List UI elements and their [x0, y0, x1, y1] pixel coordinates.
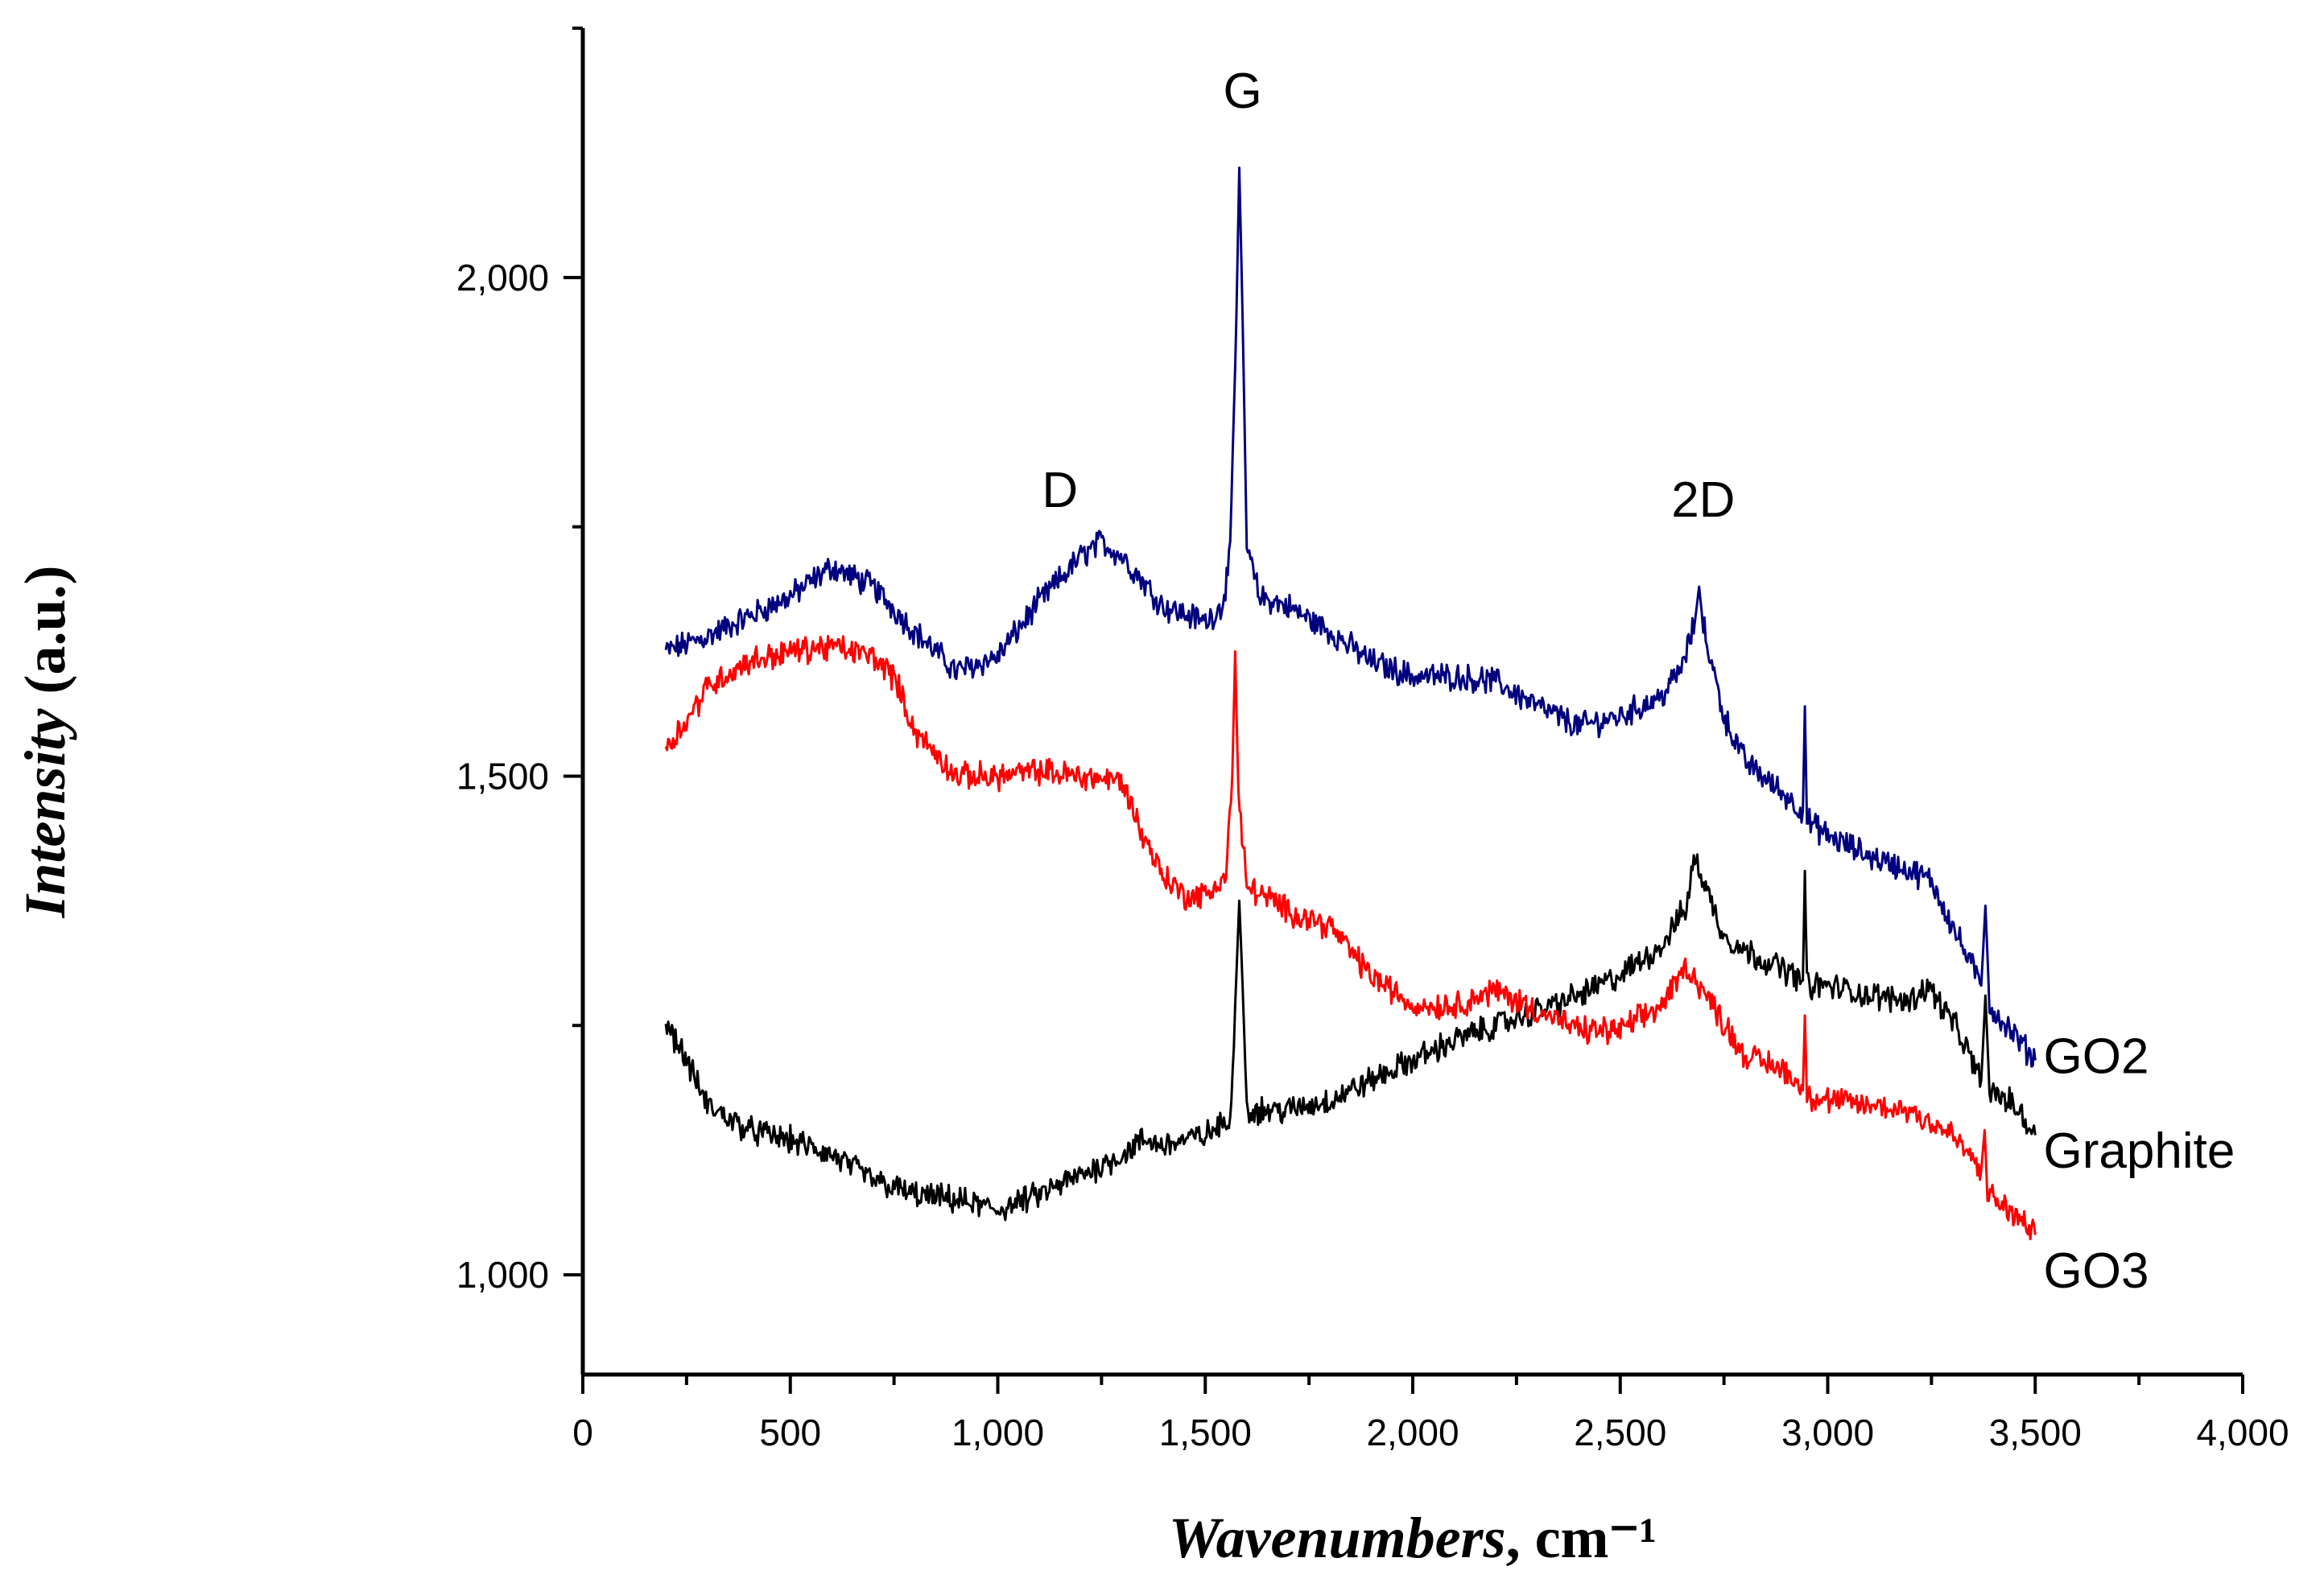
- series-layer: [664, 167, 2037, 1241]
- peak-annotations: D G 2D: [1042, 64, 1735, 528]
- y-tick-label: 1,000: [456, 1254, 549, 1296]
- x-tick-label: 3,500: [1989, 1412, 2082, 1453]
- x-tick-label: 0: [572, 1412, 593, 1453]
- series-line-go3: [664, 634, 2037, 1241]
- x-tick-label: 2,500: [1574, 1412, 1666, 1453]
- series-label-go2: GO2: [2044, 1028, 2149, 1084]
- series-labels: GO2 Graphite GO3: [2044, 1028, 2235, 1298]
- x-tick-label: 2,000: [1366, 1412, 1459, 1453]
- x-tick-label: 4,000: [2196, 1412, 2289, 1453]
- peak-label-2d: 2D: [1671, 472, 1735, 528]
- series-label-go3: GO3: [2044, 1243, 2149, 1299]
- y-axis-title-unit: (a.u.): [13, 565, 77, 708]
- y-axis-title: Intensity (a.u.): [13, 565, 77, 918]
- y-axis-title-italic: Intensity: [13, 707, 77, 918]
- x-tick-label: 1,000: [951, 1412, 1044, 1453]
- y-tick-label: 1,500: [456, 755, 549, 797]
- peak-label-g: G: [1224, 64, 1262, 119]
- x-axis-title-italic: Wavenumbers: [1169, 1506, 1506, 1570]
- y-tick-label: 2,000: [456, 257, 549, 299]
- series-label-graphite: Graphite: [2044, 1123, 2235, 1179]
- x-axis-title: Wavenumbers, cm⁻¹: [1169, 1506, 1657, 1570]
- series-line-go2: [664, 167, 2037, 1068]
- x-tick-label: 1,500: [1159, 1412, 1252, 1453]
- peak-label-d: D: [1042, 463, 1078, 518]
- x-tick-label: 500: [759, 1412, 821, 1453]
- series-line-graphite: [664, 853, 2037, 1222]
- axes: [580, 28, 2243, 1377]
- x-axis-title-unit: , cm⁻¹: [1506, 1506, 1657, 1570]
- ticks: 0 500 1,000 1,500 2,000 2,500 3,000 3,500 4,000 1…: [456, 27, 2289, 1453]
- x-tick-label: 3,000: [1781, 1412, 1874, 1453]
